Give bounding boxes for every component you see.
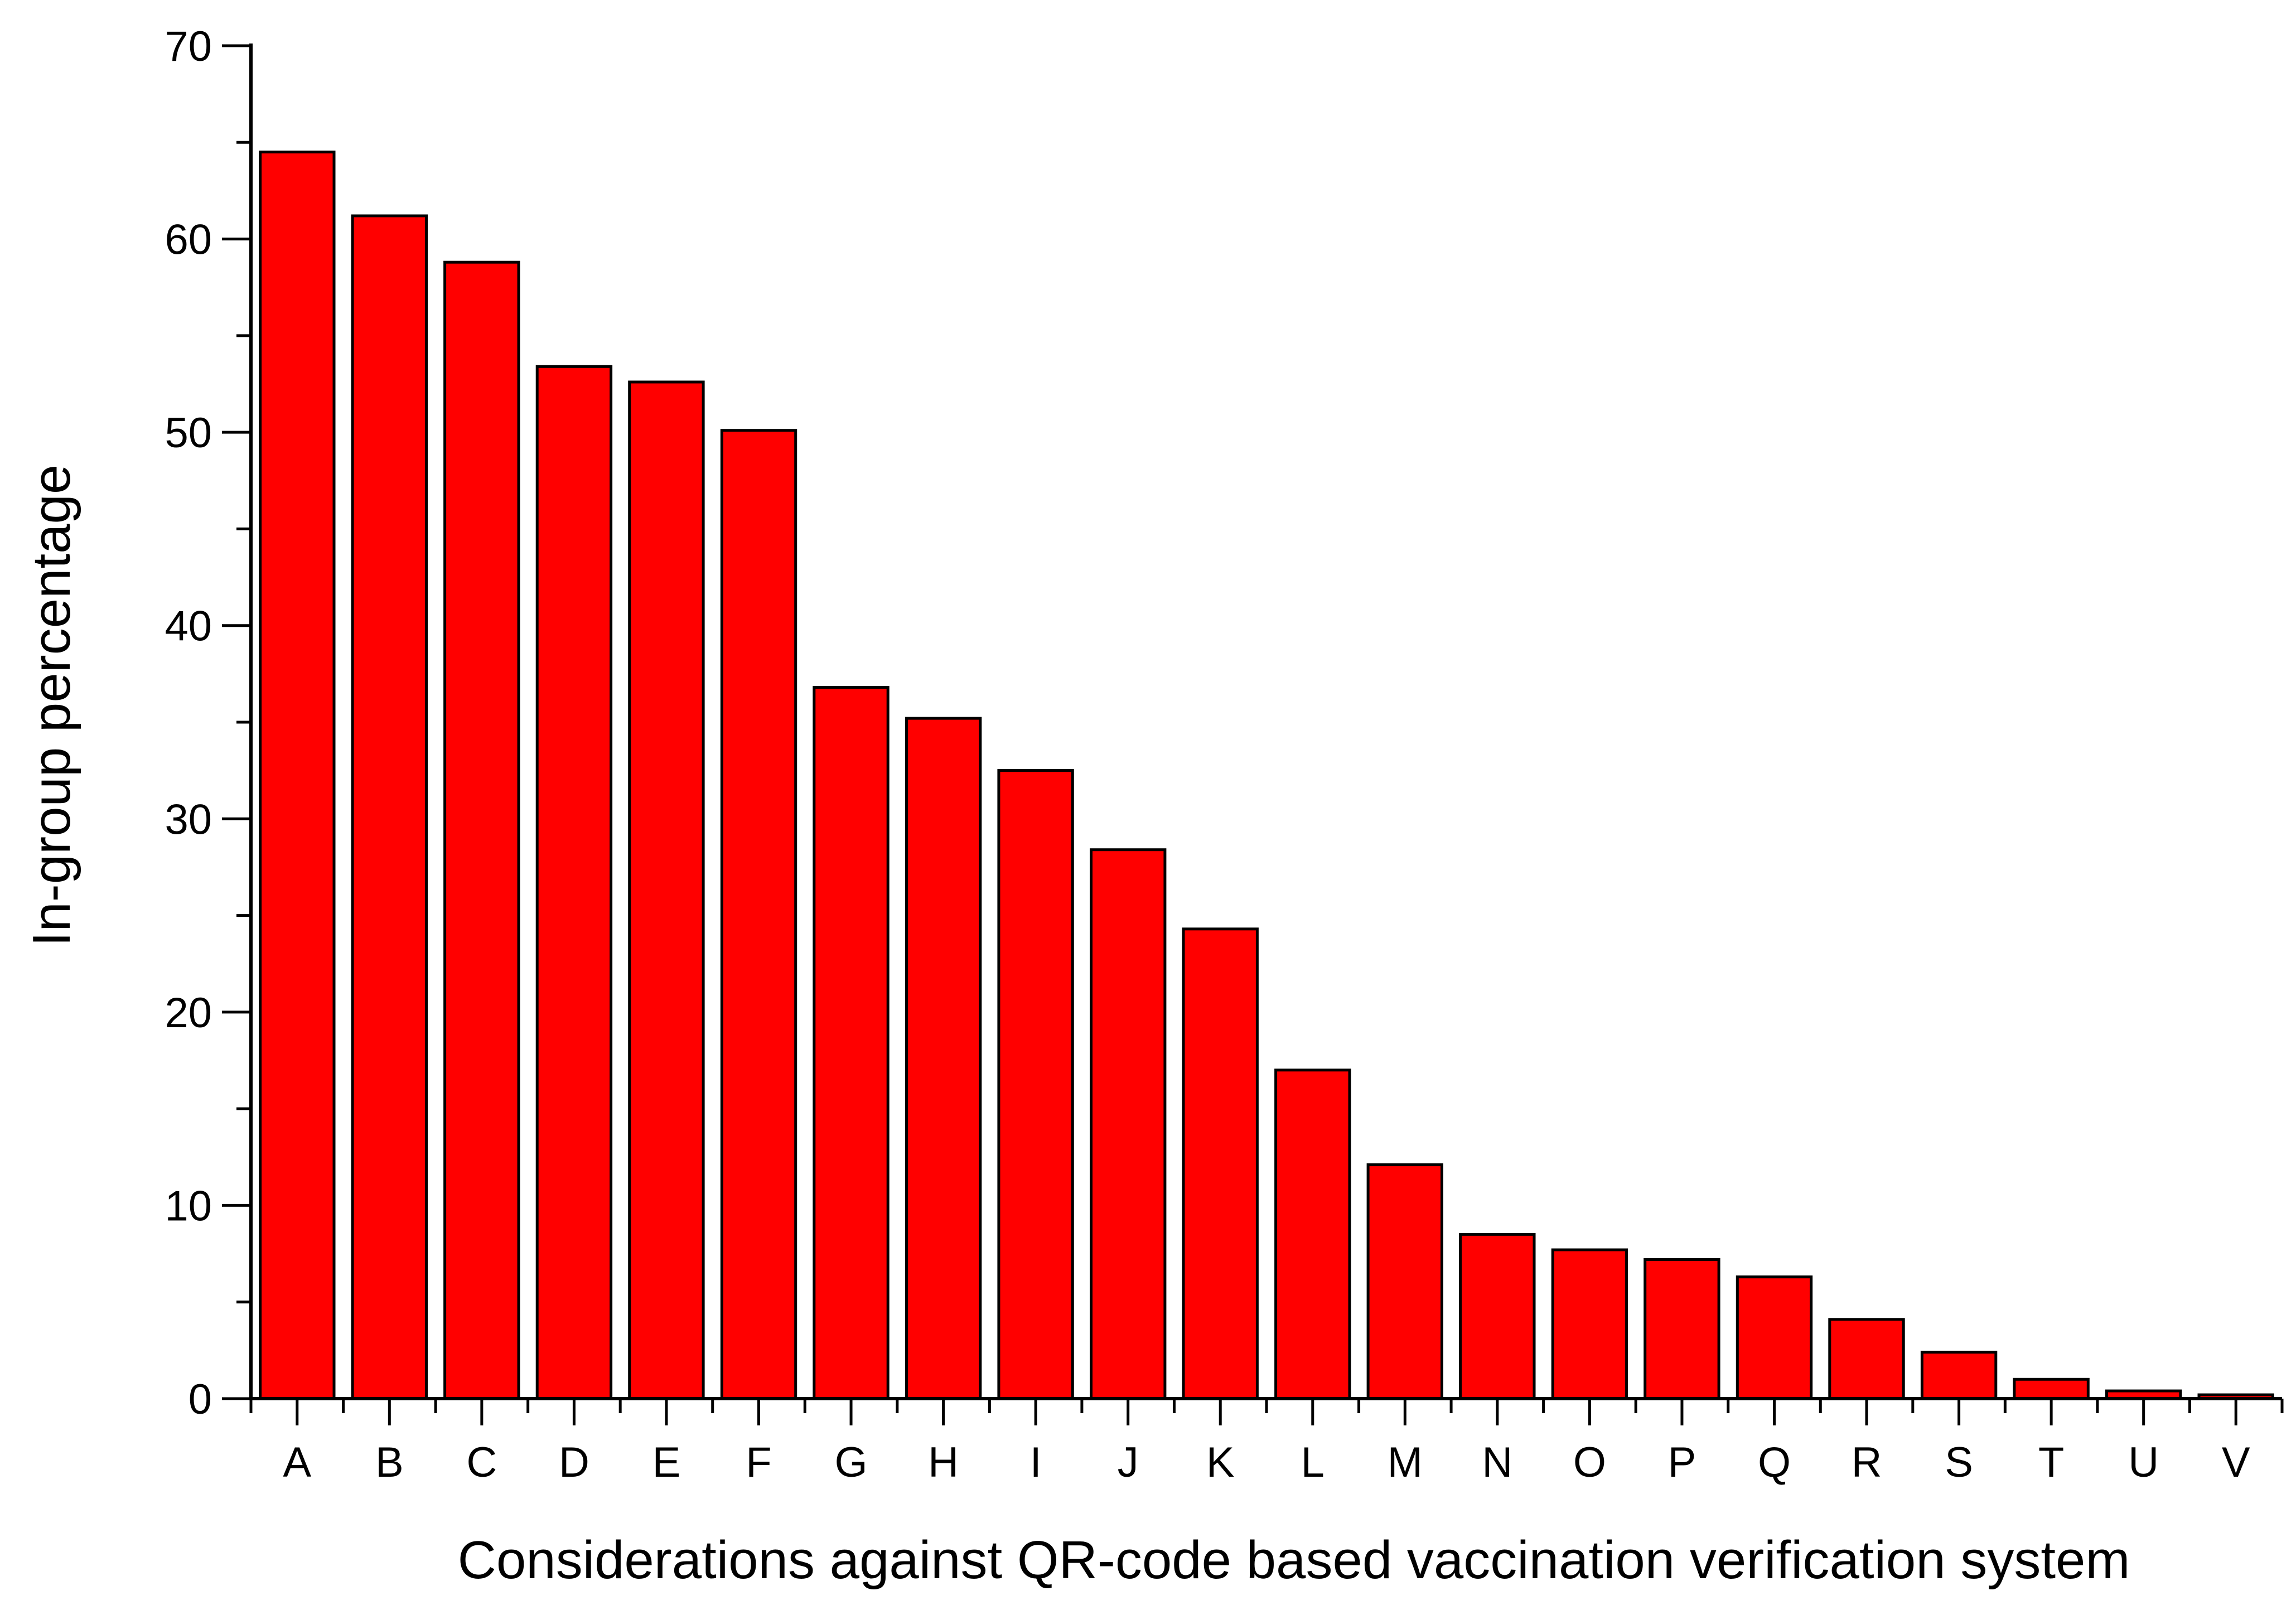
y-tick-label: 50 [165, 409, 212, 457]
y-tick-label: 60 [165, 216, 212, 264]
x-tick-label-J: J [1118, 1439, 1139, 1486]
x-tick-label-K: K [1206, 1439, 1235, 1486]
x-tick-label-E: E [652, 1439, 681, 1486]
bar-P [1644, 1258, 1720, 1400]
x-tick-label-Q: Q [1758, 1439, 1791, 1486]
bar-F [720, 429, 797, 1400]
y-tick-label: 10 [165, 1182, 212, 1230]
bar-E [628, 380, 705, 1400]
y-tick-label: 20 [165, 989, 212, 1037]
x-tick-label-I: I [1030, 1439, 1042, 1486]
y-axis-title: In-group percentage [22, 465, 81, 947]
bar-O [1551, 1248, 1628, 1400]
bar-R [1828, 1318, 1905, 1400]
y-tick-label: 70 [165, 23, 212, 70]
x-tick-label-M: M [1388, 1439, 1423, 1486]
x-tick-label-L: L [1301, 1439, 1325, 1486]
bar-C [443, 260, 520, 1400]
bar-D [535, 365, 613, 1400]
bar-H [905, 717, 982, 1400]
x-tick-label-B: B [375, 1439, 404, 1486]
bar-Q [1736, 1275, 1813, 1400]
bar-J [1090, 848, 1167, 1400]
x-tick-label-O: O [1573, 1439, 1606, 1486]
x-tick-label-H: H [928, 1439, 959, 1486]
x-tick-label-V: V [2222, 1439, 2250, 1486]
bar-N [1459, 1232, 1536, 1400]
axes-layer: 0 10 20 30 40 50 60 70 A B C D E F G H I J K L M N O P Q R S T U V [165, 23, 2284, 1486]
x-tick-label-T: T [2038, 1439, 2064, 1486]
x-tick-label-G: G [834, 1439, 867, 1486]
x-tick-label-N: N [1482, 1439, 1512, 1486]
bar-K [1182, 927, 1259, 1400]
x-tick-label-S: S [1945, 1439, 1973, 1486]
x-tick-label-F: F [746, 1439, 771, 1486]
bar-T [2013, 1377, 2090, 1400]
bars-layer [259, 151, 2274, 1400]
y-tick-label: 30 [165, 796, 212, 843]
x-axis-title: Considerations against QR-code based vac… [458, 1530, 2130, 1590]
bar-I [997, 769, 1074, 1400]
x-tick-label-P: P [1668, 1439, 1696, 1486]
bar-S [1920, 1351, 1998, 1400]
y-tick-label: 0 [188, 1376, 212, 1423]
x-tick-label-A: A [283, 1439, 311, 1486]
bar-G [813, 686, 890, 1400]
bar-M [1366, 1163, 1444, 1400]
x-tick-label-R: R [1852, 1439, 1882, 1486]
bar-L [1274, 1069, 1351, 1400]
x-tick-label-C: C [466, 1439, 497, 1486]
bar-A [259, 151, 336, 1400]
x-tick-label-U: U [2128, 1439, 2159, 1486]
bar-B [351, 214, 428, 1400]
x-tick-label-D: D [559, 1439, 589, 1486]
y-tick-label: 40 [165, 603, 212, 650]
